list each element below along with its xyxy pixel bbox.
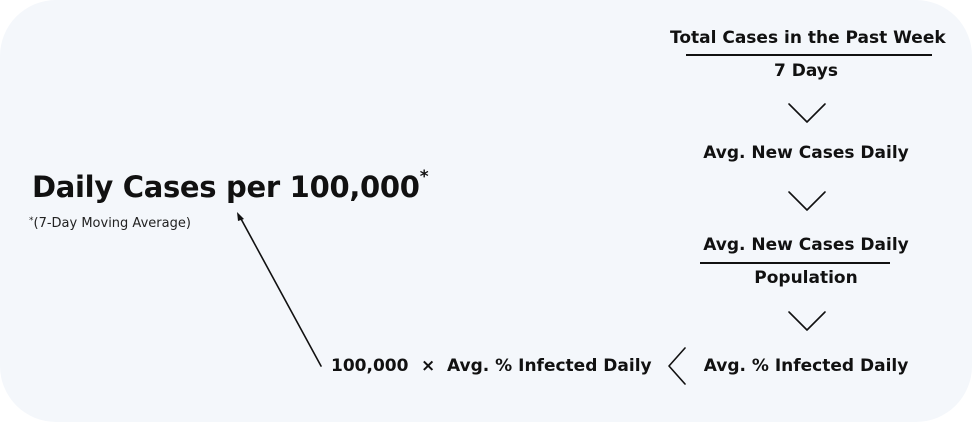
step1-denominator: 7 Days	[773, 61, 838, 81]
result-term: Avg. % Infected Daily	[447, 356, 652, 376]
title-asterisk: *	[419, 167, 429, 188]
step4-label: Avg. % Infected Daily	[703, 356, 909, 376]
step3-numerator: Avg. New Cases Daily	[703, 235, 909, 255]
chevron-left-icon	[668, 347, 686, 385]
diagram-subtitle: *(7-Day Moving Average)	[29, 216, 191, 231]
subtitle-asterisk: *	[29, 216, 34, 226]
arrow-head	[237, 212, 244, 221]
step1-fraction-bar	[686, 54, 932, 56]
diagram-title: Daily Cases per 100,000*	[32, 167, 429, 204]
chevron-down-icon	[788, 191, 826, 211]
result-multiplier: 100,000	[331, 356, 409, 376]
result-operator: ×	[421, 356, 436, 376]
arrow-line	[239, 216, 322, 367]
chevron-down-icon	[788, 103, 826, 123]
step3-fraction-bar	[700, 262, 890, 264]
step1-numerator: Total Cases in the Past Week	[670, 28, 946, 48]
step3-denominator: Population	[754, 268, 858, 288]
chevron-down-icon	[788, 311, 826, 331]
step2-label: Avg. New Cases Daily	[703, 143, 909, 163]
